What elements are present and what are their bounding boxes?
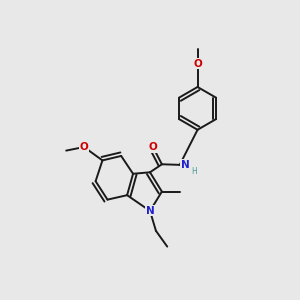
Text: H: H — [191, 167, 197, 176]
Text: N: N — [181, 160, 189, 170]
Text: O: O — [80, 142, 88, 152]
Text: N: N — [146, 206, 154, 216]
Text: O: O — [148, 142, 157, 152]
Text: O: O — [193, 59, 202, 69]
